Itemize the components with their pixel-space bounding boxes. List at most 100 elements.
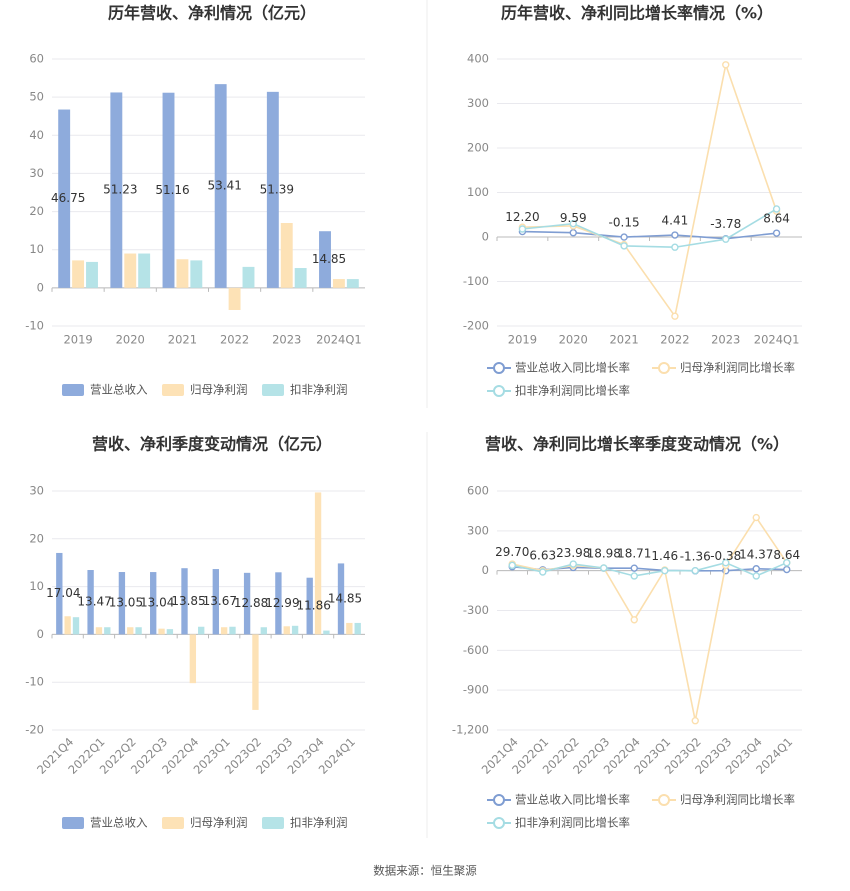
legend-label: 营业总收入同比增长率 bbox=[515, 793, 630, 807]
value-label: 29.70 bbox=[495, 545, 529, 559]
bar bbox=[162, 92, 175, 288]
point bbox=[569, 560, 577, 568]
bar bbox=[127, 627, 134, 635]
legend-label: 归母净利润同比增长率 bbox=[680, 793, 795, 807]
y-tick-label: 0 bbox=[37, 627, 44, 641]
point bbox=[569, 229, 577, 237]
chart-title: 历年营收、净利同比增长率情况（%） bbox=[501, 4, 773, 23]
point bbox=[620, 233, 628, 241]
point bbox=[722, 235, 730, 243]
y-tick-label: 60 bbox=[29, 52, 44, 66]
value-label: 6.63 bbox=[529, 548, 556, 562]
chart-title: 营收、净利同比增长率季度变动情况（%） bbox=[485, 435, 789, 454]
bar bbox=[332, 279, 345, 288]
point bbox=[772, 205, 781, 213]
line-series bbox=[512, 561, 788, 577]
value-label: 51.16 bbox=[155, 183, 189, 197]
bar bbox=[323, 630, 330, 635]
value-label: 13.67 bbox=[203, 594, 237, 608]
y-tick-label: 0 bbox=[482, 230, 489, 244]
x-tick-label: 2023 bbox=[711, 333, 740, 347]
legend-label: 营业总收入 bbox=[90, 383, 148, 397]
point bbox=[518, 225, 527, 233]
value-label: 18.98 bbox=[587, 547, 621, 561]
bar bbox=[176, 259, 189, 288]
value-label: 8.64 bbox=[763, 212, 790, 226]
bar bbox=[135, 627, 142, 635]
point bbox=[661, 566, 669, 575]
source-note: 数据来源：恒生聚源 bbox=[373, 864, 477, 878]
y-tick-label: -10 bbox=[25, 319, 44, 333]
bar bbox=[354, 622, 361, 635]
legend-swatch bbox=[493, 794, 505, 806]
x-tick-label: 2021 bbox=[168, 333, 197, 347]
bar bbox=[275, 572, 282, 635]
x-tick-label: 2021 bbox=[609, 333, 638, 347]
y-tick-label: 200 bbox=[467, 141, 489, 155]
bar bbox=[294, 268, 307, 288]
bar bbox=[266, 91, 279, 288]
x-tick-label: 2024Q1 bbox=[754, 333, 800, 347]
legend-swatch bbox=[62, 384, 84, 396]
y-tick-label: -600 bbox=[463, 643, 489, 657]
bar bbox=[124, 253, 137, 288]
value-label: 1.46 bbox=[651, 549, 678, 563]
value-label: 8.64 bbox=[773, 548, 800, 562]
legend-swatch bbox=[262, 817, 284, 829]
bar bbox=[72, 260, 85, 288]
legend-label: 归母净利润 bbox=[190, 816, 248, 830]
value-label: 13.47 bbox=[77, 595, 111, 609]
bar bbox=[181, 568, 188, 635]
y-tick-label: 30 bbox=[29, 166, 44, 180]
legend-label: 扣非净利润同比增长率 bbox=[515, 816, 630, 830]
bar bbox=[58, 109, 71, 288]
bar bbox=[346, 622, 353, 635]
bar bbox=[306, 577, 313, 635]
value-label: 14.85 bbox=[312, 252, 346, 266]
legend-label: 营业总收入 bbox=[90, 816, 148, 830]
x-tick-label: 2019 bbox=[508, 333, 537, 347]
legend-label: 归母净利润同比增长率 bbox=[680, 361, 795, 375]
bar bbox=[86, 261, 98, 288]
y-tick-label: 0 bbox=[37, 280, 44, 294]
value-label: 17.04 bbox=[46, 586, 80, 600]
point bbox=[691, 717, 699, 725]
legend-label: 扣非净利润同比增长率 bbox=[515, 384, 630, 398]
value-label: 18.71 bbox=[617, 547, 651, 561]
y-tick-label: -20 bbox=[25, 723, 44, 737]
legend-swatch bbox=[493, 817, 505, 829]
y-tick-label: 10 bbox=[29, 579, 44, 593]
bar bbox=[260, 627, 267, 635]
line-series bbox=[522, 230, 777, 240]
legend-swatch bbox=[162, 817, 184, 829]
legend-label: 扣非净利润 bbox=[290, 383, 348, 397]
value-label: 11.86 bbox=[297, 599, 331, 613]
x-tick-label: 2020 bbox=[116, 333, 145, 347]
bar bbox=[314, 492, 322, 635]
point bbox=[772, 229, 781, 237]
bar bbox=[56, 552, 63, 635]
value-label: -0.38 bbox=[710, 549, 741, 563]
bar bbox=[319, 231, 331, 288]
point bbox=[620, 242, 628, 250]
line-series bbox=[522, 61, 778, 319]
bar bbox=[189, 634, 197, 684]
bar bbox=[72, 617, 80, 635]
bar bbox=[64, 616, 71, 635]
value-label: 51.39 bbox=[260, 182, 294, 196]
value-label: 46.75 bbox=[51, 191, 85, 205]
legend-swatch bbox=[658, 794, 670, 806]
bar bbox=[228, 287, 241, 310]
bar bbox=[229, 626, 236, 635]
y-tick-label: 40 bbox=[29, 128, 44, 142]
bar bbox=[291, 625, 299, 635]
point bbox=[671, 312, 679, 320]
point bbox=[722, 61, 730, 69]
legend-label: 归母净利润 bbox=[190, 383, 248, 397]
value-label: -1.36 bbox=[680, 549, 711, 563]
bar bbox=[214, 84, 227, 288]
point bbox=[783, 559, 791, 567]
y-tick-label: 50 bbox=[29, 90, 44, 104]
y-tick-label: 400 bbox=[467, 52, 489, 66]
